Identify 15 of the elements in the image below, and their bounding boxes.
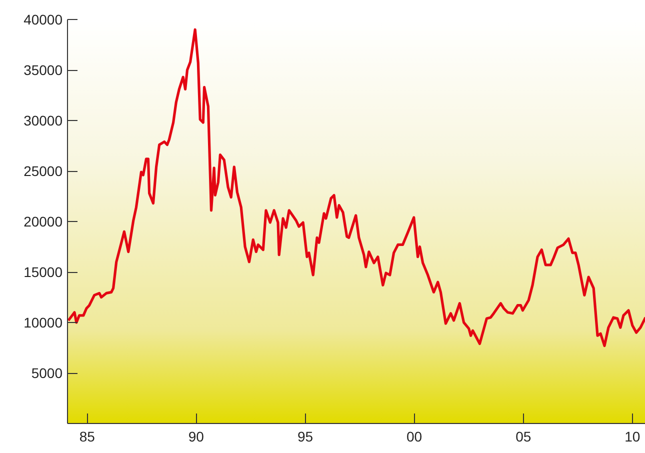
x-tick-label: 00 <box>406 428 422 444</box>
y-tick-label: 10000 <box>24 314 63 330</box>
line-series <box>68 28 645 348</box>
y-tick-label: 25000 <box>24 163 63 179</box>
y-tick-label: 5000 <box>31 365 63 381</box>
y-tick-label: 40000 <box>24 12 63 28</box>
x-tick-label: 10 <box>624 428 640 444</box>
y-tick-label: 20000 <box>24 214 63 230</box>
y-tick-label: 30000 <box>24 112 63 128</box>
x-tick-label: 05 <box>516 428 532 444</box>
x-tick-label: 85 <box>79 428 96 444</box>
y-tick-label: 15000 <box>24 264 63 280</box>
x-tick-label: 90 <box>188 428 204 444</box>
y-tick-label: 35000 <box>24 62 63 78</box>
x-tick-label: 95 <box>297 428 314 444</box>
